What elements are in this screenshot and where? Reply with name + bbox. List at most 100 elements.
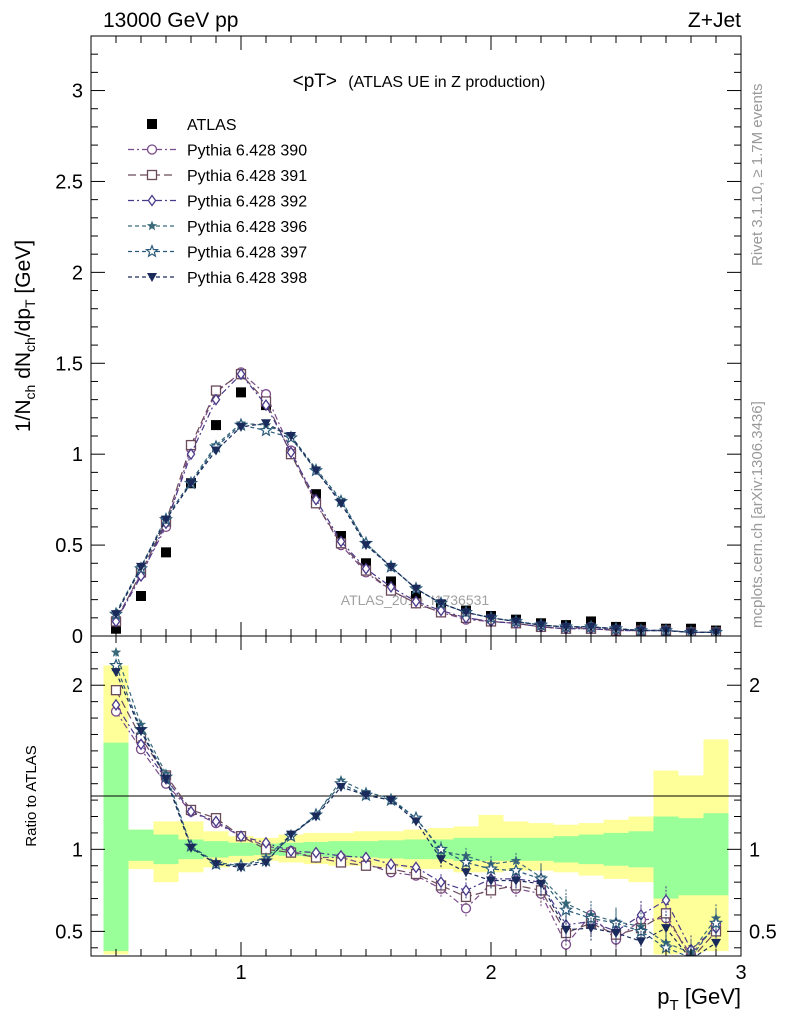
ratio-frame — [90, 635, 742, 957]
ratio-data-point — [311, 846, 321, 859]
legend-label: Pythia 6.428 397 — [187, 245, 307, 262]
ratio-data-point — [611, 929, 621, 939]
main-data-point — [186, 448, 196, 461]
main-y-axis-label: 1/Nch dNch/dpT [GeV] — [12, 240, 38, 432]
ratio-data-point — [686, 955, 696, 956]
ratio-inner-band — [128, 829, 154, 861]
ratio-data-point — [110, 646, 122, 657]
main-data-point — [186, 479, 196, 489]
ratio-series-line — [115, 652, 717, 954]
main-series-layer — [108, 367, 724, 636]
ratio-series-5 — [111, 668, 721, 956]
main-data-point — [436, 604, 446, 617]
main-data-point — [111, 623, 121, 634]
ratio-data-point — [536, 879, 546, 889]
main-data-point — [258, 423, 274, 437]
main-data-point — [261, 419, 271, 429]
legend-entry: Pythia 6.428 391 — [128, 168, 307, 185]
main-data-point — [236, 387, 246, 398]
ratio-data-point — [561, 925, 571, 935]
legend-marker — [147, 194, 157, 207]
ratio-data-point — [111, 698, 121, 712]
legend-marker — [147, 273, 157, 282]
ratio-inner-band — [628, 831, 654, 868]
ratio-data-point — [460, 903, 472, 914]
main-y-tick-label: 1 — [72, 444, 83, 466]
ratio-inner-band — [353, 841, 379, 858]
legend-entry: Pythia 6.428 398 — [128, 270, 307, 287]
legend-marker — [147, 119, 157, 129]
ratio-inner-band — [378, 840, 404, 859]
ratio-y-tick-label-right: 0.5 — [749, 921, 777, 943]
main-panel: ATLAS_2019_I1736531 00.511.522.53 <pT> (… — [12, 35, 742, 648]
main-data-point — [561, 622, 571, 632]
main-data-point — [461, 608, 471, 618]
ratio-inner-band — [528, 837, 554, 861]
ratio-inner-band — [603, 832, 629, 866]
ratio-data-point — [211, 815, 221, 828]
ratio-y-axis-label: Ratio to ATLAS — [23, 745, 40, 846]
process-label: Z+Jet — [688, 9, 741, 32]
ratio-data-point — [136, 727, 146, 737]
main-data-point — [211, 393, 221, 406]
main-axis-ticks: 0 0.5 1 1.5 2 2.5 3 — [55, 36, 741, 648]
main-y-tick-label: 1.5 — [55, 353, 83, 375]
ratio-data-point — [511, 876, 521, 886]
ratio-data-point — [386, 796, 396, 806]
main-data-point — [386, 580, 396, 594]
ratio-data-point — [111, 668, 121, 678]
main-data-point — [536, 621, 546, 631]
ratio-data-point — [336, 782, 346, 792]
ratio-series-layer — [108, 646, 724, 956]
ratio-data-point — [411, 861, 421, 874]
ratio-uncertainty-bands — [103, 665, 729, 955]
ratio-data-point — [286, 844, 296, 858]
ratio-data-point — [361, 791, 371, 801]
main-y-tick-label: 0 — [72, 626, 83, 648]
ratio-data-point — [361, 851, 371, 864]
legend: ATLAS Pythia 6.428 390 Pythia 6.428 391 Pyt… — [128, 117, 307, 287]
ratio-data-point — [436, 876, 446, 889]
ratio-data-point — [261, 836, 271, 849]
main-title-main: <pT> — [293, 71, 337, 92]
main-data-point — [136, 591, 146, 601]
main-data-point — [411, 595, 421, 608]
ratio-data-point — [510, 855, 522, 866]
x-tick-label: 2 — [485, 962, 496, 984]
main-data-point — [136, 562, 146, 572]
ratio-data-point — [211, 860, 221, 870]
main-data-point — [286, 432, 296, 441]
legend-marker — [144, 244, 160, 258]
ratio-inner-band — [328, 841, 354, 858]
ratio-data-point — [711, 938, 721, 948]
ratio-y-tick-label-right: 2 — [749, 675, 760, 697]
legend-label: Pythia 6.428 398 — [187, 270, 307, 287]
x-tick-label: 1 — [235, 962, 246, 984]
ratio-data-point — [461, 884, 471, 897]
main-data-point — [511, 617, 521, 627]
ratio-data-point — [708, 915, 724, 930]
legend-label: Pythia 6.428 390 — [187, 143, 307, 160]
main-data-point — [436, 599, 446, 609]
ratio-data-point — [186, 805, 196, 818]
ratio-inner-band — [403, 839, 429, 860]
main-data-point — [161, 547, 171, 558]
ratio-data-point — [483, 861, 499, 876]
legend-entry: Pythia 6.428 396 — [128, 219, 307, 236]
legend-entry: Pythia 6.428 392 — [128, 194, 307, 211]
ratio-data-point — [661, 894, 671, 907]
main-title: <pT> (ATLAS UE in Z production) — [293, 71, 546, 92]
ratio-data-point — [386, 857, 396, 871]
main-series-3 — [111, 368, 721, 636]
ratio-data-point — [558, 902, 574, 916]
ratio-y-tick-label: 1 — [72, 839, 83, 861]
x-tick-label: 3 — [735, 962, 746, 984]
legend-marker — [146, 169, 158, 181]
ratio-inner-band — [678, 818, 704, 896]
ratio-data-point — [636, 937, 646, 947]
legend-label: Pythia 6.428 396 — [187, 219, 307, 236]
ratio-data-point — [411, 817, 421, 827]
main-data-point — [136, 569, 146, 583]
plot-header: 13000 GeV pp Z+Jet — [103, 9, 741, 32]
